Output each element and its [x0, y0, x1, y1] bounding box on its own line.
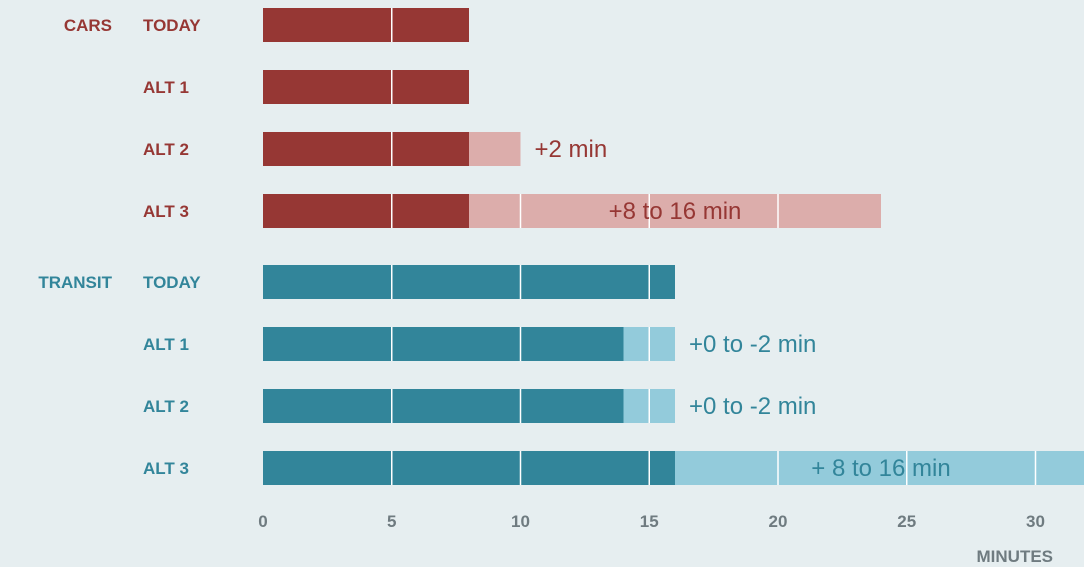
- bar-base: [263, 327, 624, 361]
- row-label: ALT 3: [143, 202, 189, 221]
- x-tick-label: 25: [897, 512, 916, 531]
- row-label: ALT 1: [143, 335, 189, 354]
- x-tick-label: 20: [769, 512, 788, 531]
- group-label-transit: TRANSIT: [38, 273, 112, 292]
- x-tick-label: 5: [387, 512, 396, 531]
- bar-base: [263, 70, 469, 104]
- row-label: ALT 2: [143, 140, 189, 159]
- x-tick-label: 15: [640, 512, 659, 531]
- bar-base: [263, 389, 624, 423]
- bar-extra: [469, 132, 521, 166]
- bar-base: [263, 451, 675, 485]
- row-label: TODAY: [143, 273, 201, 292]
- row-label: ALT 3: [143, 459, 189, 478]
- row-label: ALT 2: [143, 397, 189, 416]
- x-tick-label: 0: [258, 512, 267, 531]
- bar-base: [263, 265, 675, 299]
- bar-extra: [469, 194, 881, 228]
- bar-base: [263, 194, 469, 228]
- bar-annotation: +8 to 16 min: [609, 198, 742, 225]
- bar-annotation: +0 to -2 min: [689, 393, 816, 420]
- x-tick-label: 30: [1026, 512, 1045, 531]
- row-label: ALT 1: [143, 78, 189, 97]
- row-label: TODAY: [143, 16, 201, 35]
- bar-base: [263, 132, 469, 166]
- group-label-cars: CARS: [64, 16, 112, 35]
- bar-annotation: +0 to -2 min: [689, 331, 816, 358]
- bar-annotation: +2 min: [535, 136, 608, 163]
- bar-base: [263, 8, 469, 42]
- bar-annotation: + 8 to 16 min: [811, 455, 950, 482]
- x-tick-label: 10: [511, 512, 530, 531]
- bar-extra: [675, 451, 1084, 485]
- x-axis-title: MINUTES: [977, 547, 1054, 566]
